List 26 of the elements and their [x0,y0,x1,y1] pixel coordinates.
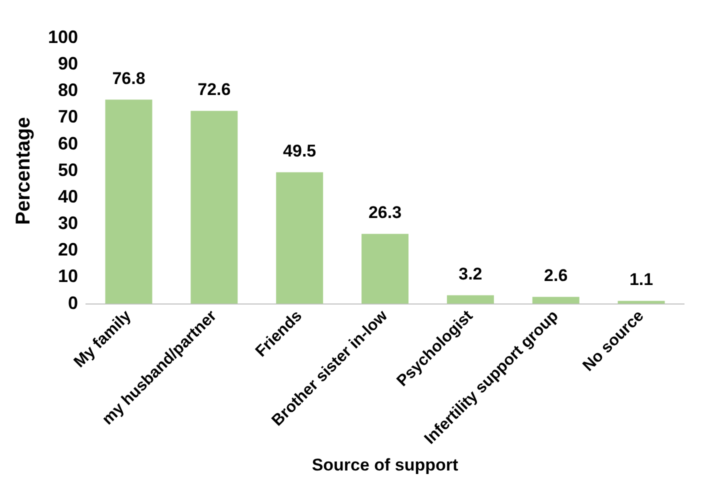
y-tick-label: 20 [58,240,78,260]
bar [362,234,409,304]
y-tick-label: 80 [58,80,78,100]
bar [276,172,324,304]
y-tick-label: 60 [58,133,78,154]
data-label: 1.1 [629,270,654,290]
y-axis-title: Percentage [12,116,35,225]
y-tick-label: 30 [58,213,78,234]
y-tick-label: 100 [48,26,78,47]
y-tick-label: 40 [58,186,78,206]
bar [446,295,494,304]
bar [532,296,580,304]
y-tick-label: 90 [58,54,78,74]
bar [190,110,238,304]
x-axis-title: Source of support [312,455,459,474]
y-tick-label: 10 [58,266,78,286]
y-tick-label: 0 [68,292,78,313]
data-label: 3.2 [458,264,482,284]
data-label: 26.3 [368,203,402,222]
bar [105,100,152,304]
data-label: 49.5 [283,141,316,160]
data-label: 2.6 [544,266,568,286]
y-tick-label: 50 [58,160,78,180]
data-label: 72.6 [198,80,231,100]
y-tick-label: 70 [58,106,78,127]
data-label: 76.8 [112,68,146,88]
